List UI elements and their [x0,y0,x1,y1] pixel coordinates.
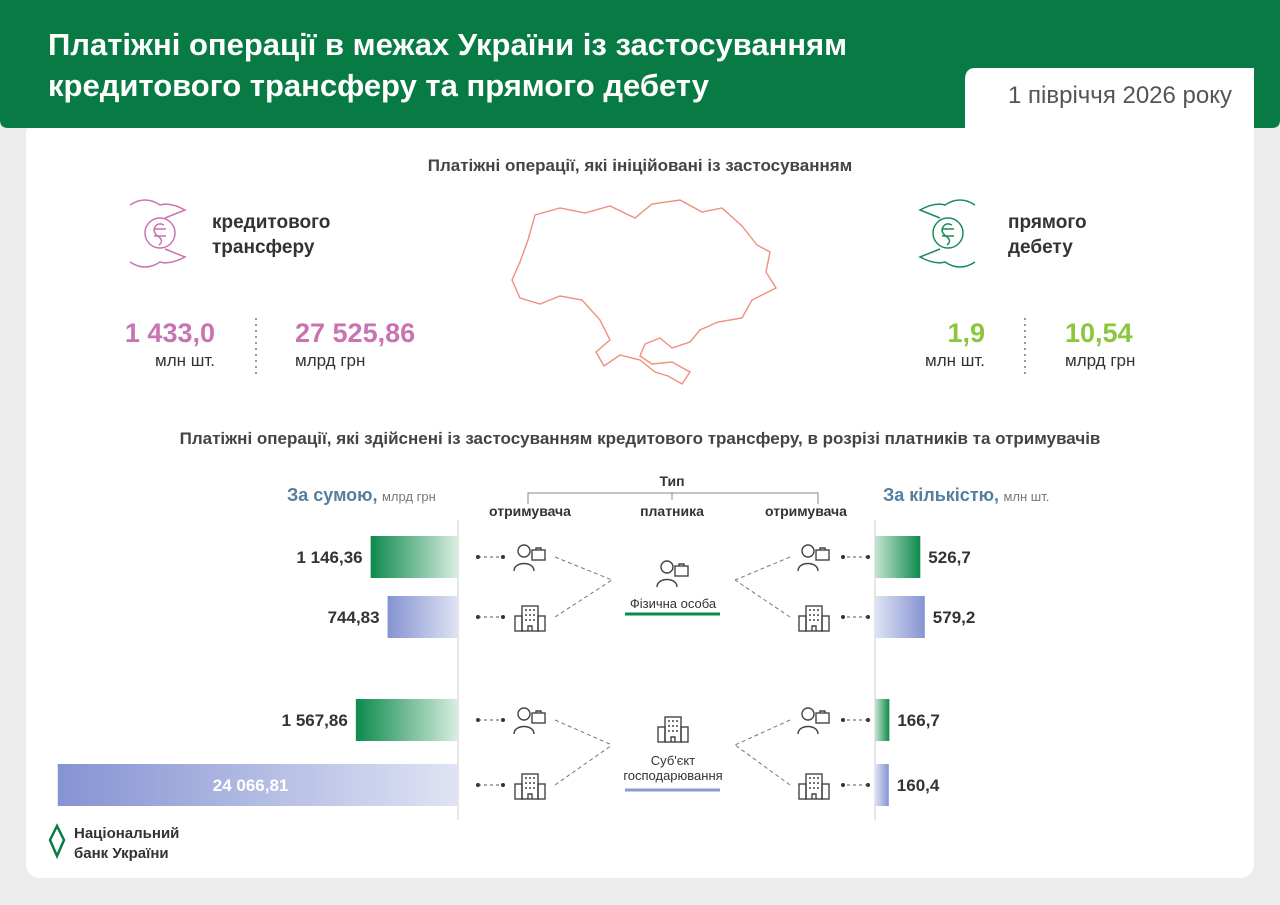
connector-dot [501,783,505,787]
payer-label-line: Суб'єкт [651,753,695,768]
count-label: 579,2 [933,608,976,627]
flow-line [734,719,791,746]
type-label: Тип [659,473,684,489]
amount-bar [355,699,458,741]
payer-label: Суб'єкт господарювання [623,753,722,783]
logo-text: Національний [74,825,179,842]
debit-icon [918,199,976,268]
payer-label-line: господарювання [623,768,722,783]
period: 1 півріччя 2026 року [1008,82,1232,109]
amount-bar [57,764,458,806]
amount-title: За сумою, [287,485,378,505]
type-bracket [527,492,819,504]
connector-dot [841,555,845,559]
breakdown-rows: 1 146,36 526,7 744,83 579,2 1 567,86 166,7 24 … [57,536,976,806]
flow-line [554,719,613,746]
count-label: 160,4 [897,776,940,795]
debit-amount-unit: млрд грн [1065,351,1136,370]
count-title: За кількістю, [883,485,1000,505]
credit-amount: 27 525,86 [295,318,416,348]
credit-count: 1 433,0 [124,318,215,348]
connector-dot [841,615,845,619]
connector-dot [841,783,845,787]
count-label: 166,7 [897,711,940,730]
flow-line [734,744,791,786]
title: Платіжні операції в межах України із зас… [48,27,848,103]
debit-amount: 10,54 [1065,318,1133,348]
count-unit: млн шт. [1003,489,1050,504]
section-heading: Платіжні операції, які здійснені із заст… [179,429,1101,448]
amount-label: 1 146,36 [296,548,362,567]
amount-label: 24 066,81 [213,776,289,795]
column-label: платника [640,503,704,519]
flow-line [554,556,613,581]
connector-dot [841,718,845,722]
logo-mark [48,823,66,860]
amount-bar [387,596,458,638]
debit-count: 1,9 [947,318,985,348]
card [26,120,1254,878]
count-bar [875,596,925,638]
amount-label: 1 567,86 [282,711,348,730]
map-outline [511,199,778,385]
connector-dot [501,615,505,619]
amount-label: 744,83 [328,608,380,627]
period-tab [965,68,1254,140]
section-heading: Платіжні операції, які ініційовані із за… [427,156,853,175]
count-bar [875,764,889,806]
credit-label: кредитового трансферу [212,212,331,258]
credit-amount-unit: млрд грн [295,351,366,370]
payer-label: Фізична особа [630,596,717,611]
amount-unit: млрд грн [381,489,436,504]
flow-line [734,556,791,581]
count-label: 526,7 [928,548,971,567]
amount-bar [370,536,458,578]
count-bar [875,536,921,578]
credit-count-unit: млн шт. [155,351,215,370]
flow-line [554,744,613,786]
debit-label: прямого дебету [1008,212,1087,258]
header-band [0,0,1280,128]
count-header: За кількістю, млн шт. [883,485,1049,506]
count-bar [875,699,890,741]
column-label: отримувача [489,503,571,519]
connector-dot [501,555,505,559]
logo-text: банк України [74,845,169,862]
flow-line [554,579,613,618]
debit-count-unit: млн шт. [925,351,985,370]
credit-icon [129,199,187,268]
connector-dot [501,718,505,722]
amount-header: За сумою, млрд грн [287,485,436,506]
column-label: отримувача [765,503,847,519]
